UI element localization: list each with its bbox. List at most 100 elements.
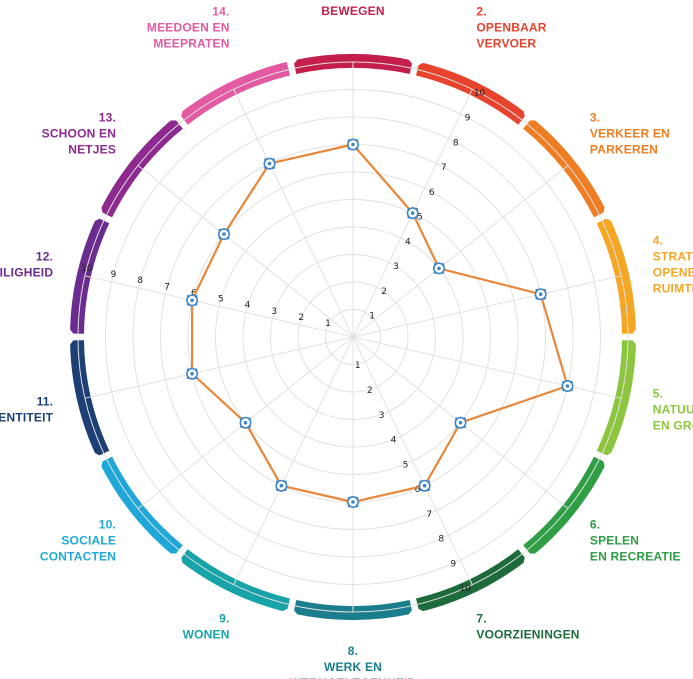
category-label-line: OPENBARE <box>653 266 693 280</box>
category-label-line: MEEDOEN EN <box>147 20 230 34</box>
grid-spoke <box>352 165 569 338</box>
radar-grid <box>77 61 629 613</box>
tick-label: 9 <box>111 270 117 280</box>
tick-label: 2 <box>381 287 387 297</box>
ring-segment <box>416 549 527 613</box>
category-label-line: MEEPRATEN <box>153 36 229 50</box>
tick-label: 8 <box>137 276 143 286</box>
category-label-line: BEWEGEN <box>321 4 384 18</box>
data-point-marker <box>534 288 547 301</box>
grid-spoke <box>352 336 473 585</box>
category-label-line: STRATEN EN <box>653 250 693 264</box>
ring-segment <box>70 217 110 334</box>
tick-label: 4 <box>405 237 411 247</box>
ring-notch <box>630 327 638 347</box>
tick-label: 3 <box>271 307 277 317</box>
tick-label: 6 <box>429 188 435 198</box>
tick-label: 8 <box>438 535 444 545</box>
tick-label: 6 <box>415 485 421 495</box>
category-label: 5. NATUUR EN GROEN <box>653 387 693 433</box>
tick-label: 7 <box>426 510 432 520</box>
tick-labels: 1 2 3 4 5 6 7 8 9 10 1 2 3 4 5 6 7 8 9 10 1 2 3 4 5 6 7 8 9 10 <box>81 89 486 595</box>
category-label: 10. SOCIALE CONTACTEN <box>40 517 116 563</box>
category-label-line: PARKEREN <box>590 143 658 157</box>
ring-segment <box>179 61 290 125</box>
ring-notch <box>522 553 539 566</box>
category-label-line: 7. <box>476 612 486 626</box>
category-label: 2. OPENBAAR VERVOER <box>476 4 546 50</box>
category-label-line: 5. <box>653 387 663 401</box>
tick-label: 1 <box>355 361 361 371</box>
category-label-line: 12. <box>36 250 53 264</box>
data-point-marker <box>186 294 199 307</box>
category-label-line: 8. <box>348 644 358 658</box>
tick-label: 4 <box>391 436 397 446</box>
category-label-line: VOORZIENINGEN <box>476 628 579 642</box>
category-label: 12. VEILIGHEID <box>0 250 53 280</box>
data-point-marker <box>418 479 431 492</box>
category-label-line: 11. <box>37 395 54 409</box>
data-point-marker <box>346 138 359 151</box>
ring-segment <box>70 340 110 457</box>
category-label-line: 2. <box>476 4 486 18</box>
grid-spoke <box>233 89 354 338</box>
tick-label: 5 <box>403 460 409 470</box>
grid-spoke <box>84 336 354 399</box>
data-point-marker <box>186 367 199 380</box>
category-label: 3. VERKEER EN PARKEREN <box>590 111 670 157</box>
category-label-line: DENTITEIT <box>0 411 54 425</box>
ring-segment <box>596 340 636 457</box>
ring-notch <box>167 553 184 566</box>
tick-label: 1 <box>369 312 375 322</box>
category-label-line: SPELEN <box>590 533 639 547</box>
data-point-marker <box>346 495 359 508</box>
ring-notch <box>92 204 104 223</box>
category-label: 4. STRATEN EN OPENBARE RUIMTES <box>653 234 693 296</box>
ring-notch <box>602 451 614 470</box>
ring-segment <box>416 61 527 125</box>
data-point-marker <box>275 479 288 492</box>
tick-label: 9 <box>450 560 456 570</box>
data-point-marker <box>218 228 231 241</box>
ring-notch <box>68 327 76 347</box>
tick-label: 3 <box>379 411 385 421</box>
category-label-line: 9. <box>219 612 229 626</box>
data-point-marker <box>561 379 574 392</box>
tick-label: 2 <box>367 386 373 396</box>
category-label-line: SOCIALE <box>61 533 116 547</box>
ring-notch <box>602 204 614 223</box>
tick-label: 3 <box>393 262 399 272</box>
category-label: 8. WERK EN WERKGELEGENHEID <box>289 644 416 679</box>
grid-spoke <box>233 336 354 585</box>
grid-spoke <box>137 165 354 338</box>
category-label-line: EN GROEN <box>653 419 693 433</box>
data-point-marker <box>432 262 445 275</box>
category-label: 7. VOORZIENINGEN <box>476 612 579 642</box>
category-label: BEWEGEN <box>321 4 384 18</box>
category-label-line: EN RECREATIE <box>590 549 681 563</box>
series-line <box>191 143 569 504</box>
category-label-line: RUIMTES <box>653 282 693 296</box>
category-label-line: VERVOER <box>476 36 536 50</box>
category-label: 11. DENTITEIT <box>0 395 54 425</box>
data-point-marker <box>406 207 419 220</box>
tick-label: 10 <box>459 584 471 594</box>
grid-spoke <box>352 275 622 338</box>
category-label-line: WONEN <box>183 628 230 642</box>
tick-label: 5 <box>218 295 224 305</box>
category-label-line: 4. <box>653 234 663 248</box>
category-label-line: VERKEER EN <box>590 127 670 141</box>
grid-spoke <box>352 336 622 399</box>
ring-notch <box>522 108 539 121</box>
category-label-line: 3. <box>590 111 600 125</box>
tick-label: 1 <box>325 319 331 329</box>
data-point-marker <box>239 416 252 429</box>
tick-label: 10 <box>474 89 486 99</box>
category-label-line: WERKGELEGENHEID <box>289 676 416 679</box>
tick-label: 9 <box>465 114 471 124</box>
ring-notch <box>279 57 300 67</box>
category-label-line: 6. <box>590 517 600 531</box>
ring-notch <box>92 451 104 470</box>
ring-notch <box>167 108 184 121</box>
